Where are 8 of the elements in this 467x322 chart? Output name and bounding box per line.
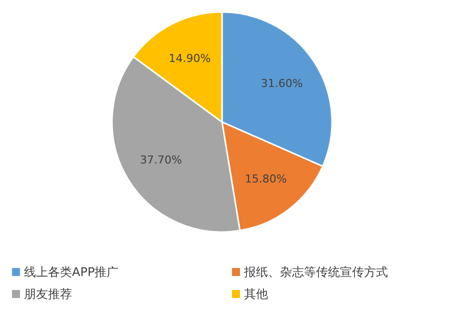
data-label: 15.80%	[244, 172, 287, 186]
legend-label: 朋友推荐	[24, 287, 72, 301]
data-label: 31.60%	[260, 76, 303, 90]
legend-label: 报纸、杂志等传统宣传方式	[243, 265, 388, 279]
data-label: 14.90%	[168, 52, 211, 66]
legend-label: 其他	[244, 287, 268, 301]
data-label: 37.70%	[140, 153, 182, 166]
legend-label: 线上各类APP推广	[24, 265, 119, 279]
